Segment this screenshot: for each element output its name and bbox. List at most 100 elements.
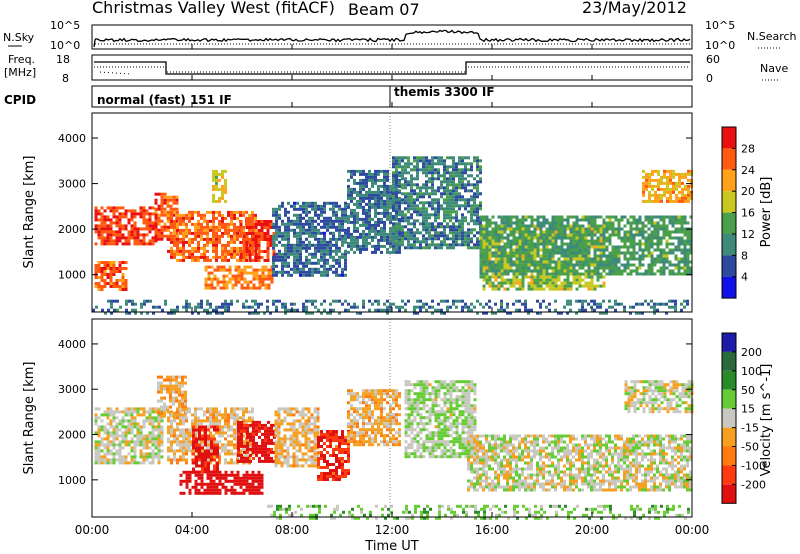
power-cell xyxy=(557,224,561,228)
power-cell xyxy=(557,245,561,249)
power-cell xyxy=(590,299,593,303)
power-cell xyxy=(656,215,660,219)
power-cell xyxy=(383,169,386,173)
power-cell xyxy=(620,239,624,243)
power-cell xyxy=(148,230,152,234)
power-cell xyxy=(398,162,401,166)
power-region-6 xyxy=(204,265,274,290)
velocity-cell xyxy=(133,422,137,426)
power-cell xyxy=(656,236,660,240)
power-cell xyxy=(446,222,449,226)
power-cell xyxy=(428,177,431,181)
power-cell xyxy=(530,257,534,261)
power-cell xyxy=(398,181,401,185)
power-cell xyxy=(560,254,564,258)
power-cell xyxy=(437,237,440,241)
power-cell xyxy=(503,251,507,255)
power-cell xyxy=(380,229,383,233)
power-cell xyxy=(410,204,413,208)
power-cell xyxy=(431,180,434,184)
power-cell xyxy=(650,221,654,225)
power-cell xyxy=(593,266,597,270)
power-cell xyxy=(139,209,143,213)
velocity-cell xyxy=(115,449,119,453)
power-cell xyxy=(527,284,531,288)
power-cell xyxy=(179,237,182,241)
power-cell xyxy=(675,172,678,176)
power-cell xyxy=(638,245,642,249)
power-cell xyxy=(632,248,636,252)
power-cell xyxy=(203,308,206,312)
power-cell xyxy=(500,308,503,312)
power-cell xyxy=(461,225,464,229)
power-cell xyxy=(590,281,594,285)
power-cell xyxy=(515,260,519,264)
power-cell xyxy=(314,225,317,229)
power-cell xyxy=(251,219,254,223)
power-cell xyxy=(644,215,648,219)
power-cell xyxy=(118,233,122,237)
power-cell xyxy=(548,230,552,234)
power-cell xyxy=(659,251,663,255)
power-cell xyxy=(213,277,217,281)
power-cell xyxy=(669,169,672,173)
power-cell xyxy=(686,221,690,225)
power-cell xyxy=(252,286,256,290)
power-colorbar-swatch xyxy=(722,276,736,299)
velocity-cell xyxy=(133,416,137,420)
velocity-cell xyxy=(94,419,98,423)
power-cell xyxy=(302,231,305,235)
power-cell xyxy=(512,227,516,231)
power-cell xyxy=(431,192,434,196)
power-cell xyxy=(344,264,347,268)
power-cell xyxy=(323,249,326,253)
power-cell xyxy=(377,199,380,203)
power-cell xyxy=(437,177,440,181)
power-cell xyxy=(175,207,179,211)
power-cell xyxy=(121,233,125,237)
power-cell xyxy=(221,249,224,253)
power-cell xyxy=(359,196,362,200)
power-cell xyxy=(413,207,416,211)
power-cell xyxy=(515,272,519,276)
power-cell xyxy=(311,201,314,205)
power-cell xyxy=(461,171,464,175)
power-cell xyxy=(572,224,576,228)
power-colorbar-swatch xyxy=(722,169,736,192)
power-cell xyxy=(479,230,483,234)
power-cell xyxy=(389,250,392,254)
power-cell xyxy=(674,257,678,261)
power-cell xyxy=(563,254,567,258)
power-cell xyxy=(689,215,693,219)
power-cell xyxy=(194,222,197,226)
power-cell xyxy=(431,174,434,178)
power-cell xyxy=(215,255,218,259)
power-cell xyxy=(356,202,359,206)
power-cell xyxy=(398,246,401,250)
power-cell xyxy=(527,308,530,312)
power-cell xyxy=(605,236,609,240)
power-cell xyxy=(329,264,332,268)
power-cell xyxy=(320,210,323,214)
power-cell xyxy=(419,213,422,217)
power-cell xyxy=(175,231,179,235)
power-cell xyxy=(332,255,335,259)
power-cell xyxy=(188,237,191,241)
power-cell xyxy=(308,210,311,214)
power-cell xyxy=(515,251,519,255)
power-cell xyxy=(563,278,567,282)
power-cell xyxy=(308,219,311,223)
power-cell xyxy=(383,178,386,182)
power-cell xyxy=(581,218,585,222)
power-cell xyxy=(239,223,243,226)
power-cell xyxy=(461,219,464,223)
power-cell xyxy=(407,231,410,235)
power-cell xyxy=(254,299,257,303)
power-cell xyxy=(482,233,486,237)
power-cell xyxy=(383,202,386,206)
power-cell xyxy=(518,308,521,312)
velocity-cell xyxy=(106,443,110,447)
power-cell xyxy=(341,255,344,259)
power-cell xyxy=(100,236,104,240)
